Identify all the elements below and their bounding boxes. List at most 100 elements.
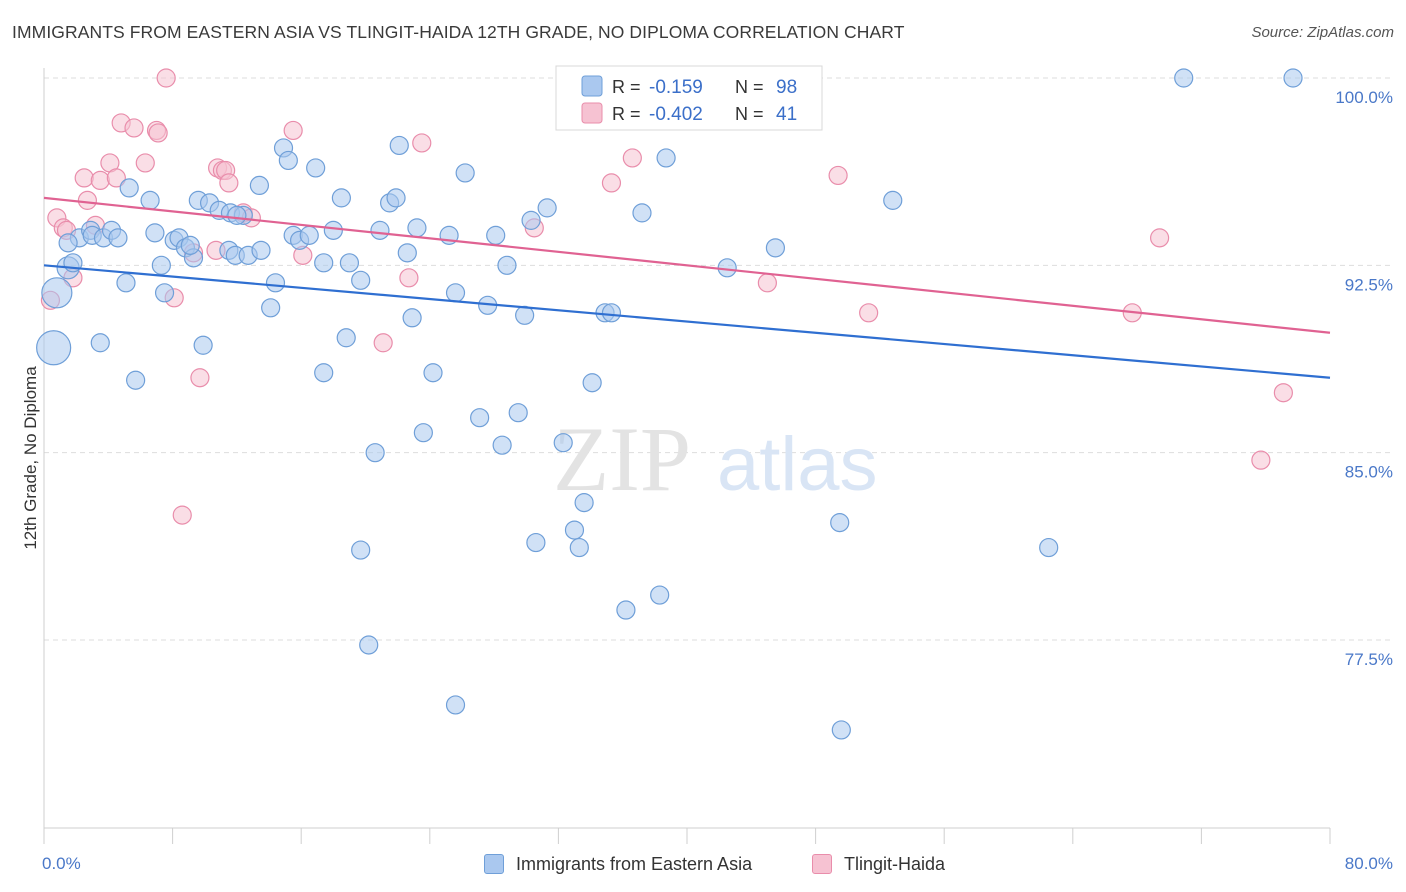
data-point <box>36 330 72 366</box>
data-point <box>58 233 78 253</box>
legend-swatch-blue <box>581 75 603 97</box>
gridlines <box>44 77 1392 641</box>
data-point <box>156 68 176 88</box>
data-point <box>373 333 393 353</box>
y-tick-label: 77.5% <box>1345 650 1393 669</box>
data-point <box>622 148 642 168</box>
legend-r-value-2: -0.402 <box>649 104 703 125</box>
data-point <box>1174 68 1194 88</box>
data-point <box>521 210 541 230</box>
data-point <box>537 198 557 218</box>
legend-label-immigrants: Immigrants from Eastern Asia <box>516 853 753 874</box>
data-point <box>650 585 670 605</box>
data-point <box>314 253 334 273</box>
data-point <box>492 435 512 455</box>
legend-item-immigrants[interactable]: Immigrants from Eastern Asia <box>484 852 752 876</box>
data-point <box>470 408 490 428</box>
stats-legend: R = -0.159 N = 98 R = -0.402 N = 41 <box>555 65 823 131</box>
data-point <box>193 335 213 355</box>
trend-line-tlingit <box>43 196 1331 334</box>
watermark: ZIP atlas <box>553 408 878 510</box>
data-point <box>632 203 652 223</box>
data-point <box>445 695 466 715</box>
data-point <box>765 238 786 258</box>
watermark-zip: ZIP <box>553 408 691 510</box>
data-point <box>151 255 171 275</box>
data-point <box>616 600 636 620</box>
data-point <box>331 188 351 208</box>
data-point <box>1273 383 1293 403</box>
legend-n-label-2: N = <box>735 104 764 124</box>
legend-label-tlingit: Tlingit-Haida <box>844 853 946 874</box>
data-point <box>497 255 517 275</box>
data-point <box>1251 450 1271 470</box>
data-point <box>1150 228 1170 248</box>
data-point <box>526 532 546 553</box>
data-point <box>757 273 777 293</box>
data-point <box>135 153 155 173</box>
data-point <box>1283 68 1303 88</box>
legend-r-label-2: R = <box>612 104 641 124</box>
data-point <box>261 298 281 318</box>
data-point <box>407 218 427 238</box>
legend-swatch-pink <box>581 102 603 124</box>
data-point <box>172 505 192 525</box>
x-tick-label-max: 80.0% <box>1345 854 1393 873</box>
legend-item-tlingit[interactable]: Tlingit-Haida <box>812 852 945 876</box>
y-axis-title: 12th Grade, No Diploma <box>21 366 40 550</box>
data-point <box>455 163 475 183</box>
data-point <box>278 150 298 171</box>
legend-n-value-1: 98 <box>776 77 797 98</box>
data-point <box>339 253 360 273</box>
data-point <box>831 720 851 740</box>
data-point <box>140 190 160 210</box>
data-point <box>124 118 144 138</box>
data-point <box>336 328 356 348</box>
data-point <box>251 240 271 260</box>
data-point <box>365 443 385 463</box>
data-point <box>41 277 73 309</box>
data-point <box>219 173 239 193</box>
data-point <box>283 120 303 141</box>
data-point <box>74 168 94 188</box>
y-tick-labels: 100.0% 92.5% 85.0% 77.5% <box>1335 88 1393 669</box>
data-point <box>883 190 903 210</box>
data-point <box>830 513 850 533</box>
data-point <box>413 423 433 443</box>
y-tick-label: 85.0% <box>1345 463 1393 482</box>
y-tick-label: 100.0% <box>1335 88 1393 107</box>
data-point <box>564 520 585 540</box>
data-point <box>299 225 319 245</box>
legend-swatch-immigrants <box>484 854 504 874</box>
data-point <box>553 433 573 453</box>
data-point <box>486 225 506 245</box>
y-tick-label: 92.5% <box>1345 275 1393 294</box>
legend-swatch-tlingit <box>812 854 832 874</box>
data-point <box>351 270 371 290</box>
data-point <box>359 635 379 655</box>
source-label: Source: ZipAtlas.com <box>1251 24 1394 41</box>
data-point <box>314 363 334 383</box>
data-point <box>119 178 139 198</box>
data-point <box>370 220 390 240</box>
data-point <box>397 243 417 263</box>
series-immigrants-eastern-asia <box>36 68 1303 740</box>
data-point <box>227 205 247 225</box>
data-point <box>828 165 848 186</box>
data-point <box>145 223 165 243</box>
data-point <box>445 283 466 303</box>
axes <box>43 68 1331 844</box>
x-tick-labels: 0.0% 80.0% <box>42 854 1393 873</box>
data-point <box>386 188 406 208</box>
data-point <box>351 540 371 560</box>
data-point <box>154 283 175 303</box>
data-point <box>108 228 128 248</box>
chart-title: IMMIGRANTS FROM EASTERN ASIA VS TLINGIT-… <box>12 22 905 42</box>
data-point <box>399 268 419 288</box>
watermark-atlas: atlas <box>717 422 878 507</box>
data-point <box>1039 537 1059 558</box>
legend-r-value-1: -0.159 <box>649 77 703 98</box>
data-point <box>190 368 210 388</box>
data-point <box>569 537 589 558</box>
